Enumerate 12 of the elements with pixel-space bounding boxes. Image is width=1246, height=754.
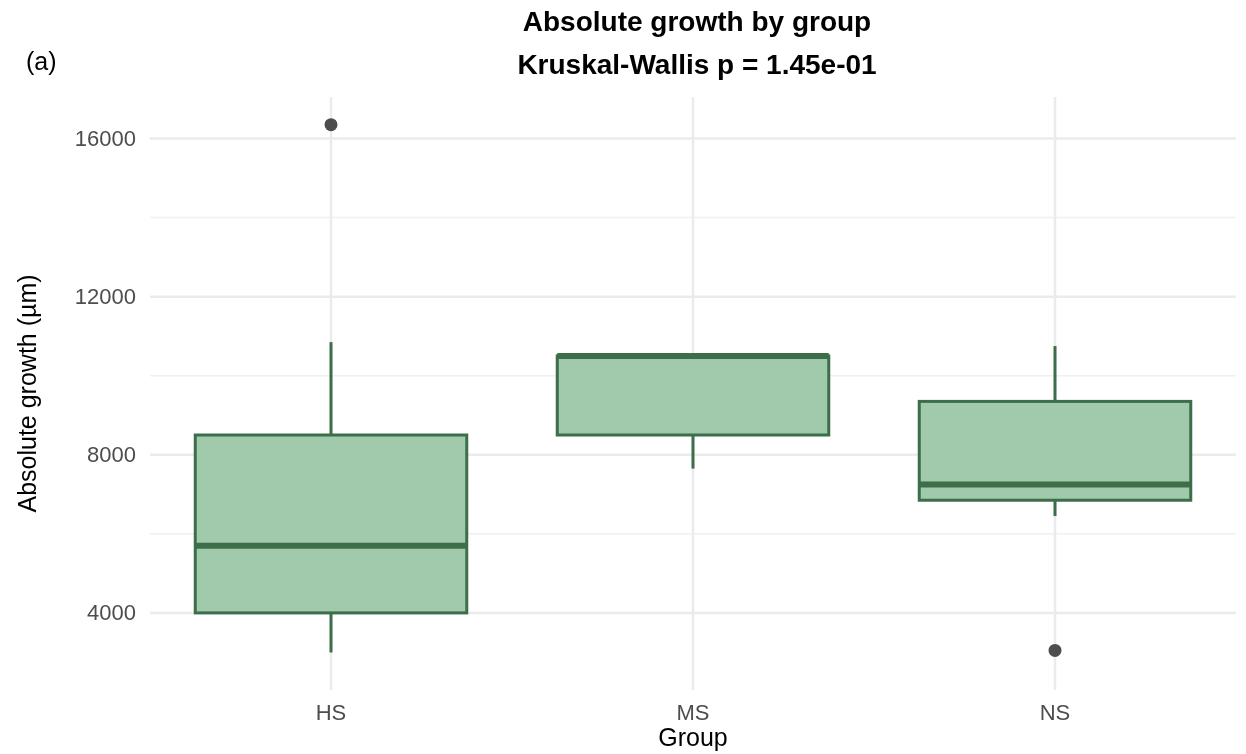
x-axis-title: Group [658,723,728,751]
y-axis-title: Absolute growth (µm) [13,274,41,513]
x-tick-label: MS [676,699,710,725]
x-tick-label: NS [1039,699,1071,725]
chart-subtitle: Kruskal-Wallis p = 1.45e-01 [517,49,877,80]
text: (a) [26,47,57,75]
chart-title: Absolute growth by group [522,6,872,37]
y-tick-label: 4000 [87,600,136,626]
y-tick-label: 16000 [74,126,136,152]
y-tick-label: 8000 [87,442,136,468]
x-tick-label: HS [315,699,347,725]
y-tick-label: 12000 [74,284,136,310]
